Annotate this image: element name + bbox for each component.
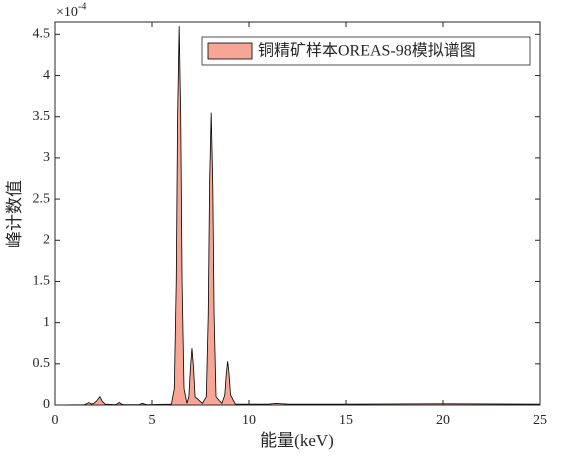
x-tick-label: 20 — [436, 413, 450, 428]
legend: 铜精矿样本OREAS-98模拟谱图 — [201, 36, 531, 66]
x-axis-label: 能量(keV) — [260, 431, 334, 450]
x-tick-label: 5 — [149, 413, 156, 428]
y-tick-label: 2.5 — [33, 191, 51, 206]
y-tick-label: 4.5 — [33, 27, 51, 42]
y-tick-label: 2 — [43, 232, 50, 247]
y-tick-label: 0.5 — [33, 356, 51, 371]
y-tick-label: 1 — [43, 315, 50, 330]
area — [54, 26, 541, 406]
x-tick-label: 0 — [52, 413, 59, 428]
legend-label: 铜精矿样本OREAS-98模拟谱图 — [258, 42, 476, 60]
y-axis-label: 峰计数值 — [5, 180, 24, 248]
y-scale-exponent: -4 — [78, 1, 86, 12]
y-scale-base: ×10 — [56, 5, 78, 20]
y-tick-label: 0 — [43, 397, 50, 412]
x-tick-label: 15 — [339, 413, 353, 428]
legend-box — [201, 36, 531, 66]
x-tick-label: 10 — [242, 413, 256, 428]
y-tick-label: 3 — [43, 150, 50, 165]
y-tick-label: 1.5 — [33, 274, 51, 289]
y-tick-label: 4 — [43, 68, 50, 83]
axes-box — [54, 21, 541, 406]
legend-swatch — [207, 42, 253, 60]
y-tick-label: 3.5 — [33, 109, 51, 124]
x-tick-label: 25 — [533, 413, 547, 428]
